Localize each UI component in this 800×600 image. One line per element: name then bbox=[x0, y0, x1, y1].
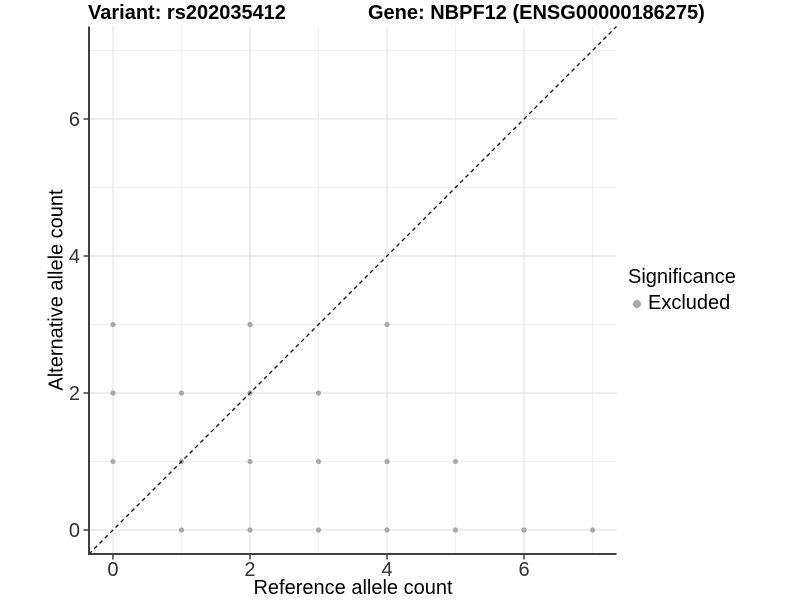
data-point bbox=[315, 527, 322, 533]
y-tick-label: 0 bbox=[69, 520, 80, 542]
data-point bbox=[110, 458, 116, 465]
data-point bbox=[247, 458, 253, 465]
legend: Significance Excluded bbox=[628, 266, 736, 315]
identity-line bbox=[88, 26, 617, 555]
plot-title-gene: Gene: NBPF12 (ENSG00000186275) bbox=[368, 2, 705, 24]
data-point bbox=[384, 527, 390, 533]
data-point bbox=[452, 458, 459, 465]
data-point bbox=[521, 527, 527, 533]
x-axis-title: Reference allele count bbox=[253, 577, 453, 599]
x-tick-label: 0 bbox=[107, 559, 118, 581]
data-point bbox=[110, 390, 116, 396]
data-point bbox=[384, 458, 390, 465]
x-tick-label: 6 bbox=[518, 559, 529, 581]
data-point bbox=[589, 527, 596, 533]
plot-title-variant: Variant: rs202035412 bbox=[88, 2, 286, 24]
data-point bbox=[247, 321, 253, 328]
legend-item-label: Excluded bbox=[648, 292, 731, 314]
x-tick-label: 2 bbox=[244, 559, 255, 581]
data-point bbox=[315, 390, 322, 396]
x-tick-label: 4 bbox=[381, 559, 392, 581]
data-point bbox=[315, 458, 322, 465]
data-point bbox=[178, 527, 185, 533]
legend-item-excluded: Excluded bbox=[628, 292, 736, 315]
y-axis-title: Alternative allele count bbox=[45, 189, 68, 391]
data-point bbox=[384, 321, 390, 328]
data-point bbox=[110, 321, 116, 328]
y-tick-label: 2 bbox=[69, 383, 80, 405]
data-point bbox=[452, 527, 459, 533]
y-tick-label: 6 bbox=[69, 109, 80, 131]
legend-title: Significance bbox=[628, 266, 736, 288]
y-tick-label: 4 bbox=[69, 246, 80, 268]
data-point bbox=[178, 390, 185, 396]
data-point bbox=[247, 527, 253, 533]
legend-point-icon bbox=[633, 299, 641, 308]
